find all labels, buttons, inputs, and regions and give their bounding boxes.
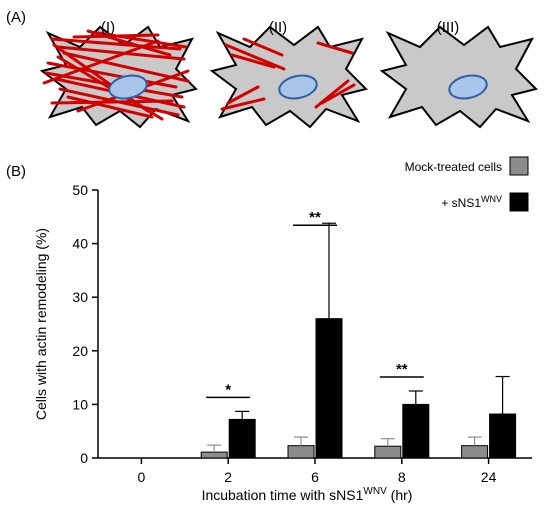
actin-fiber [226, 85, 260, 105]
y-tick-label: 0 [80, 450, 88, 466]
x-tick-label: 6 [311, 469, 319, 485]
cell-body [379, 25, 538, 129]
actin-fiber [96, 31, 188, 49]
actin-fiber [52, 43, 150, 113]
cell-schematics: (I) (II) (III) [39, 19, 538, 129]
actin-fiber [50, 99, 174, 105]
y-tick-label: 40 [72, 236, 88, 252]
significance-label: ** [396, 361, 408, 378]
nucleus [108, 74, 148, 100]
cell-2: (II) [209, 19, 368, 129]
nucleus [448, 74, 488, 100]
legend-swatch [509, 192, 529, 212]
x-tick-label: 8 [398, 469, 406, 485]
actin-fiber [56, 45, 186, 61]
bar-sns1-8 [402, 403, 430, 459]
x-tick-label: 0 [138, 469, 146, 485]
significance-label: * [225, 381, 231, 398]
bar-sns1-6 [315, 318, 343, 459]
y-tick-label: 50 [72, 182, 88, 198]
legend-label: + sNS1WNV [441, 194, 502, 210]
bar-mock-2 [200, 451, 228, 459]
actin-fiber [42, 39, 160, 85]
significance-label: ** [309, 209, 321, 226]
bar-sns1-2 [228, 418, 256, 459]
y-axis-label: Cells with actin remodeling (%) [33, 228, 49, 420]
cell-body [209, 25, 368, 129]
legend-swatch [509, 156, 529, 176]
cell-1: (I) [39, 19, 198, 129]
bar-sns1-24 [489, 413, 517, 459]
bar-mock-8 [374, 445, 402, 459]
actin-fiber [224, 43, 286, 71]
x-tick-label: 2 [224, 469, 232, 485]
x-tick-label: 24 [481, 469, 497, 485]
x-axis-label: Incubation time with sNS1WNV (hr) [202, 486, 413, 503]
actin-fiber [66, 95, 154, 119]
panel-a-label: (A) [6, 9, 26, 26]
actin-fiber [220, 97, 266, 111]
actin-fiber [50, 37, 182, 51]
y-tick-label: 10 [72, 396, 88, 412]
panel-b-label: (B) [6, 163, 26, 180]
y-tick-label: 30 [72, 289, 88, 305]
actin-fiber [62, 51, 190, 83]
actin-fiber [230, 53, 276, 69]
legend-label: Mock-treated cells [405, 160, 502, 174]
bar-mock-6 [287, 445, 315, 459]
bar-mock-24 [461, 445, 489, 459]
actin-fiber [316, 41, 354, 55]
cell-label: (II) [269, 19, 287, 36]
cell-label: (I) [101, 19, 115, 36]
actin-fiber [242, 37, 284, 57]
actin-fiber [320, 83, 356, 105]
cell-3: (III) [379, 19, 538, 129]
nucleus [278, 74, 318, 100]
y-tick-label: 20 [72, 343, 88, 359]
cell-label: (III) [437, 19, 460, 36]
